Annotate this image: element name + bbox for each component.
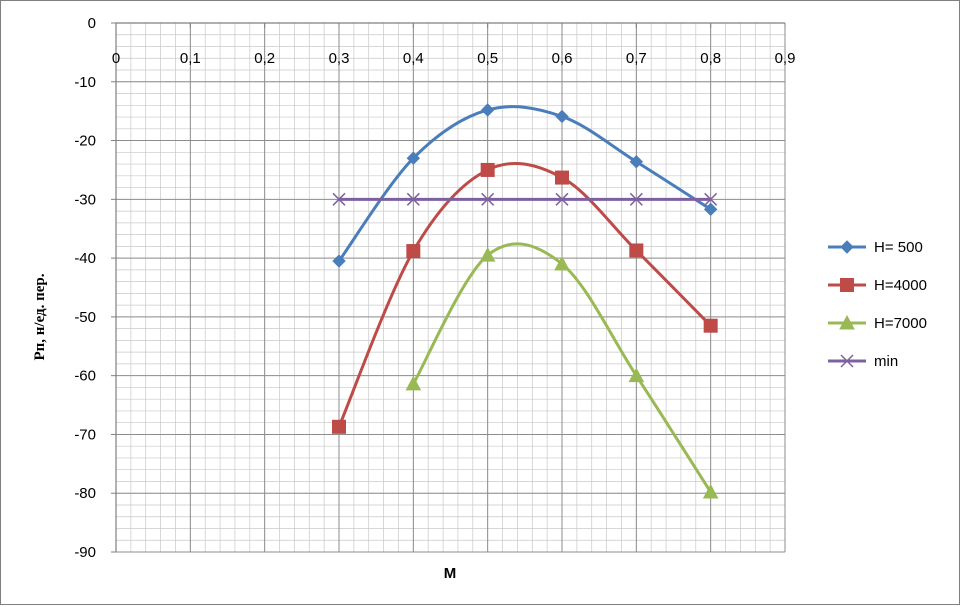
legend-label: min (874, 353, 898, 370)
data-point-series-4 (629, 192, 643, 206)
series-line-1 (337, 105, 712, 262)
data-point-series-1 (332, 254, 346, 268)
data-point-series-2 (406, 244, 421, 259)
x-tick-label: 0,2 (254, 50, 275, 67)
grid (115, 22, 786, 553)
data-point-series-4 (406, 192, 420, 206)
y-tick-label: -10 (74, 74, 96, 91)
y-tick-label: -40 (74, 250, 96, 267)
axes (111, 22, 786, 553)
x-tick-label: 0,9 (775, 50, 796, 67)
legend-entry-4: min (828, 353, 898, 370)
x-tick-label: 0,6 (552, 50, 573, 67)
data-point-series-1 (480, 103, 495, 117)
y-axis-label: Pп, н/ед. пер. (32, 273, 48, 360)
data-point-series-4 (332, 192, 346, 206)
y-tick-label: -60 (74, 368, 96, 385)
data-point-series-3 (628, 367, 645, 383)
legend-marker (840, 240, 854, 254)
data-point-series-4 (481, 192, 495, 206)
data-point-series-3 (479, 247, 496, 262)
data-point-series-1 (555, 109, 569, 124)
data-point-series-3 (702, 483, 719, 499)
data-point-series-1 (703, 202, 718, 217)
data-point-series-4 (704, 192, 718, 206)
data-point-series-3 (554, 255, 570, 271)
x-tick-labels: 0 0,1 0,2 0,3 0,4 0,5 0,6 0,7 0,8 0,9 (112, 50, 796, 67)
y-tick-label: -50 (74, 309, 96, 326)
legend-marker (840, 278, 854, 292)
data-point-series-2 (332, 419, 346, 434)
legend-label: H=4000 (874, 277, 927, 294)
y-tick-label: -30 (74, 191, 96, 208)
data-point-series-1 (629, 155, 644, 169)
data-point-series-2 (703, 318, 718, 333)
y-tick-label: 0 (88, 15, 96, 32)
y-tick-labels: 0 -10 -20 -30 -40 -50 -60 -70 -80 -90 (74, 15, 96, 561)
series-markers (332, 103, 719, 499)
x-tick-label: 0 (112, 50, 120, 67)
x-tick-label: 0,3 (329, 50, 350, 67)
legend-label: H= 500 (874, 239, 923, 256)
data-point-series-2 (480, 162, 495, 177)
x-tick-label: 0,4 (403, 50, 424, 67)
y-tick-label: -80 (74, 485, 96, 502)
data-point-series-2 (629, 243, 644, 258)
data-point-series-4 (555, 192, 569, 206)
legend-entry-2: H=4000 (828, 277, 927, 294)
y-tick-label: -90 (74, 544, 96, 561)
x-tick-label: 0,1 (180, 50, 201, 67)
x-tick-label: 0,8 (700, 50, 721, 67)
legend: H= 500 H=4000 H=7000 min (828, 239, 927, 370)
legend-entry-3: H=7000 (828, 314, 927, 332)
legend-marker (840, 354, 854, 368)
x-axis-label: M (444, 565, 457, 582)
legend-marker (839, 314, 855, 330)
data-point-series-2 (555, 170, 569, 185)
y-tick-label: -20 (74, 133, 96, 150)
x-tick-label: 0,7 (626, 50, 647, 67)
x-tick-label: 0,5 (477, 50, 498, 67)
legend-label: H=7000 (874, 315, 927, 332)
legend-entry-1: H= 500 (828, 239, 923, 256)
data-point-series-1 (406, 151, 421, 165)
data-point-series-3 (405, 375, 422, 391)
y-tick-label: -70 (74, 426, 96, 443)
